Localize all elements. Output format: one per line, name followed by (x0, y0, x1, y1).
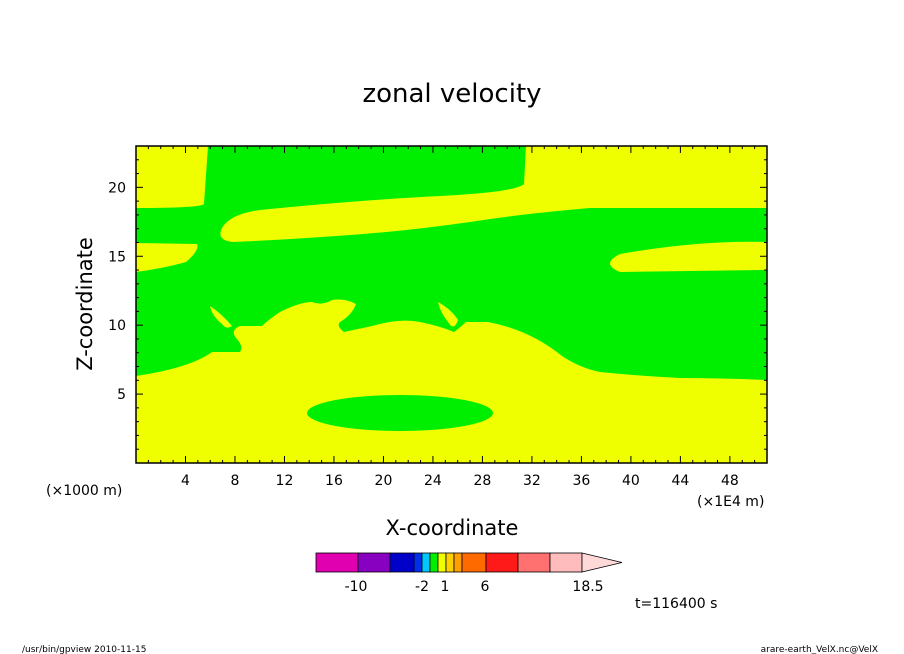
y-axis-label: Z-coordinate (73, 237, 97, 371)
x-tick-label: 12 (276, 473, 294, 489)
yellow-spot-b (438, 302, 458, 327)
y-tick-label: 20 (108, 180, 126, 196)
colorbar-segment (315, 552, 359, 573)
x-tick-label: 32 (523, 473, 541, 489)
yellow-spot-a (210, 306, 232, 328)
time-label: t=116400 s (635, 596, 717, 612)
colorbar-segment (549, 552, 583, 573)
colorbar-segment (437, 552, 447, 573)
y-axis: 5 10 15 20 (108, 159, 767, 450)
colorbar-segment (413, 552, 423, 573)
x-axis-label: X-coordinate (386, 516, 519, 540)
y-tick-label: 10 (108, 318, 126, 334)
z-scale-label: (×1000 m) (46, 483, 122, 499)
colorbar-segment (517, 552, 551, 573)
negative-region-main (136, 146, 767, 380)
colorbar-segment (445, 552, 455, 573)
x-tick-label: 36 (572, 473, 590, 489)
x-tick-label: 44 (671, 473, 689, 489)
colorbar-label: -10 (345, 579, 368, 595)
colorbar-arrow (581, 552, 623, 573)
plot-area (135, 145, 768, 464)
x-tick-label: 16 (325, 473, 343, 489)
x-tick-label: 48 (721, 473, 739, 489)
colorbar: -10 -2 1 6 18.5 (315, 552, 623, 595)
x-scale-label: (×1E4 m) (697, 494, 764, 510)
colorbar-segment (429, 552, 439, 573)
footer-left: /usr/bin/gpview 2010-11-15 (22, 645, 146, 654)
footer-right: arare-earth_VelX.nc@VelX (761, 645, 878, 654)
colorbar-segment (389, 552, 415, 573)
x-tick-label: 8 (231, 473, 240, 489)
colorbar-label: -2 (415, 579, 429, 595)
colorbar-label: 6 (481, 579, 490, 595)
colorbar-label: 1 (441, 579, 450, 595)
colorbar-segment (453, 552, 463, 573)
x-tick-label: 4 (181, 473, 190, 489)
colorbar-segment (485, 552, 519, 573)
negative-region-low (307, 395, 493, 431)
x-tick-label: 20 (375, 473, 393, 489)
colorbar-segment (461, 552, 487, 573)
colorbar-segment (421, 552, 431, 573)
x-tick-label: 28 (474, 473, 492, 489)
plot-frame (135, 145, 768, 464)
colorbar-label: 18.5 (572, 579, 603, 595)
y-tick-label: 5 (117, 387, 126, 403)
colorbar-segment (357, 552, 391, 573)
chart-title: zonal velocity (362, 79, 541, 109)
y-tick-label: 15 (108, 249, 126, 265)
x-tick-label: 24 (424, 473, 442, 489)
x-axis: 4 8 12 16 20 24 28 32 36 40 44 48 (147, 146, 756, 489)
x-tick-label: 40 (622, 473, 640, 489)
yellow-spot-c (286, 331, 336, 345)
